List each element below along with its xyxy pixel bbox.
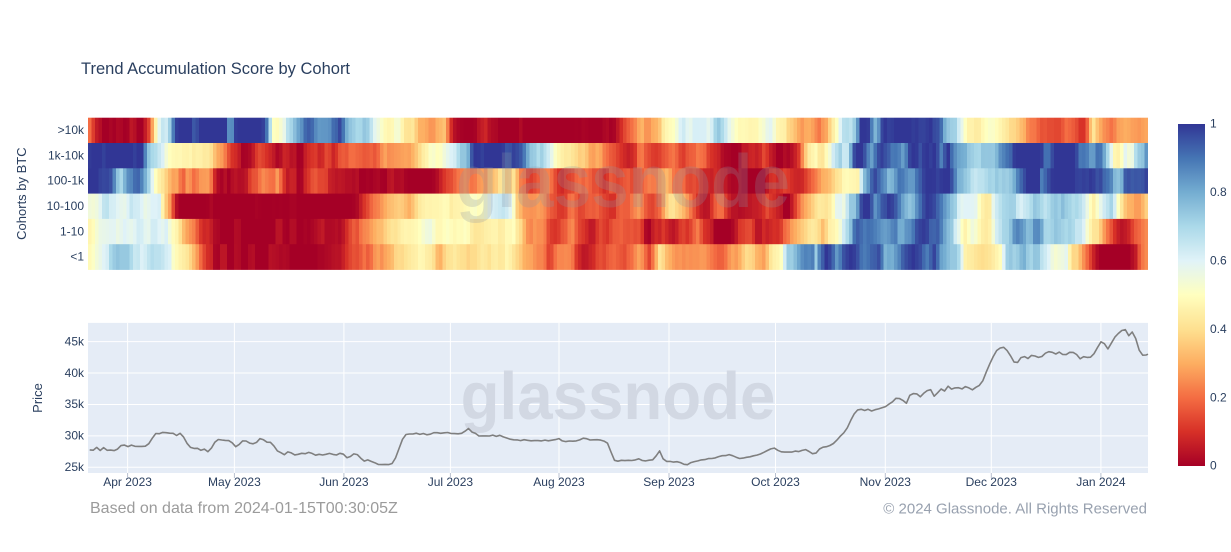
svg-text:0.4: 0.4 (1210, 322, 1227, 336)
svg-text:Jul 2023: Jul 2023 (428, 475, 474, 489)
svg-text:Price: Price (30, 383, 45, 413)
svg-text:0.2: 0.2 (1210, 390, 1227, 404)
svg-text:35k: 35k (65, 397, 85, 411)
svg-text:45k: 45k (65, 334, 85, 348)
svg-text:Cohorts by BTC: Cohorts by BTC (14, 147, 29, 239)
svg-text:10-100: 10-100 (47, 199, 85, 213)
svg-text:Aug 2023: Aug 2023 (533, 475, 585, 489)
svg-text:40k: 40k (65, 366, 85, 380)
svg-text:Jun 2023: Jun 2023 (319, 475, 369, 489)
svg-text:Based on data from 2024-01-15T: Based on data from 2024-01-15T00:30:05Z (90, 500, 398, 517)
svg-text:glassnode: glassnode (461, 359, 776, 434)
svg-text:May 2023: May 2023 (208, 475, 261, 489)
svg-text:30k: 30k (65, 428, 85, 442)
svg-text:>10k: >10k (58, 123, 85, 137)
svg-text:Dec 2023: Dec 2023 (966, 475, 1018, 489)
svg-text:Nov 2023: Nov 2023 (860, 475, 912, 489)
svg-text:1-10: 1-10 (60, 224, 84, 238)
svg-text:Oct 2023: Oct 2023 (751, 475, 800, 489)
svg-text:0: 0 (1210, 459, 1217, 473)
svg-text:Jan 2024: Jan 2024 (1076, 475, 1126, 489)
svg-text:<1: <1 (70, 250, 84, 264)
svg-text:1k-10k: 1k-10k (48, 148, 85, 162)
svg-text:Sep 2023: Sep 2023 (643, 475, 695, 489)
svg-text:© 2024 Glassnode. All Rights R: © 2024 Glassnode. All Rights Reserved (883, 501, 1147, 518)
svg-text:Trend Accumulation Score by Co: Trend Accumulation Score by Cohort (81, 60, 350, 78)
svg-text:100-1k: 100-1k (47, 174, 85, 188)
svg-text:0.8: 0.8 (1210, 185, 1227, 199)
svg-text:0.6: 0.6 (1210, 253, 1227, 267)
svg-text:1: 1 (1210, 117, 1217, 131)
svg-text:Apr 2023: Apr 2023 (103, 475, 152, 489)
svg-text:glassnode: glassnode (456, 140, 790, 224)
svg-text:25k: 25k (65, 460, 85, 474)
